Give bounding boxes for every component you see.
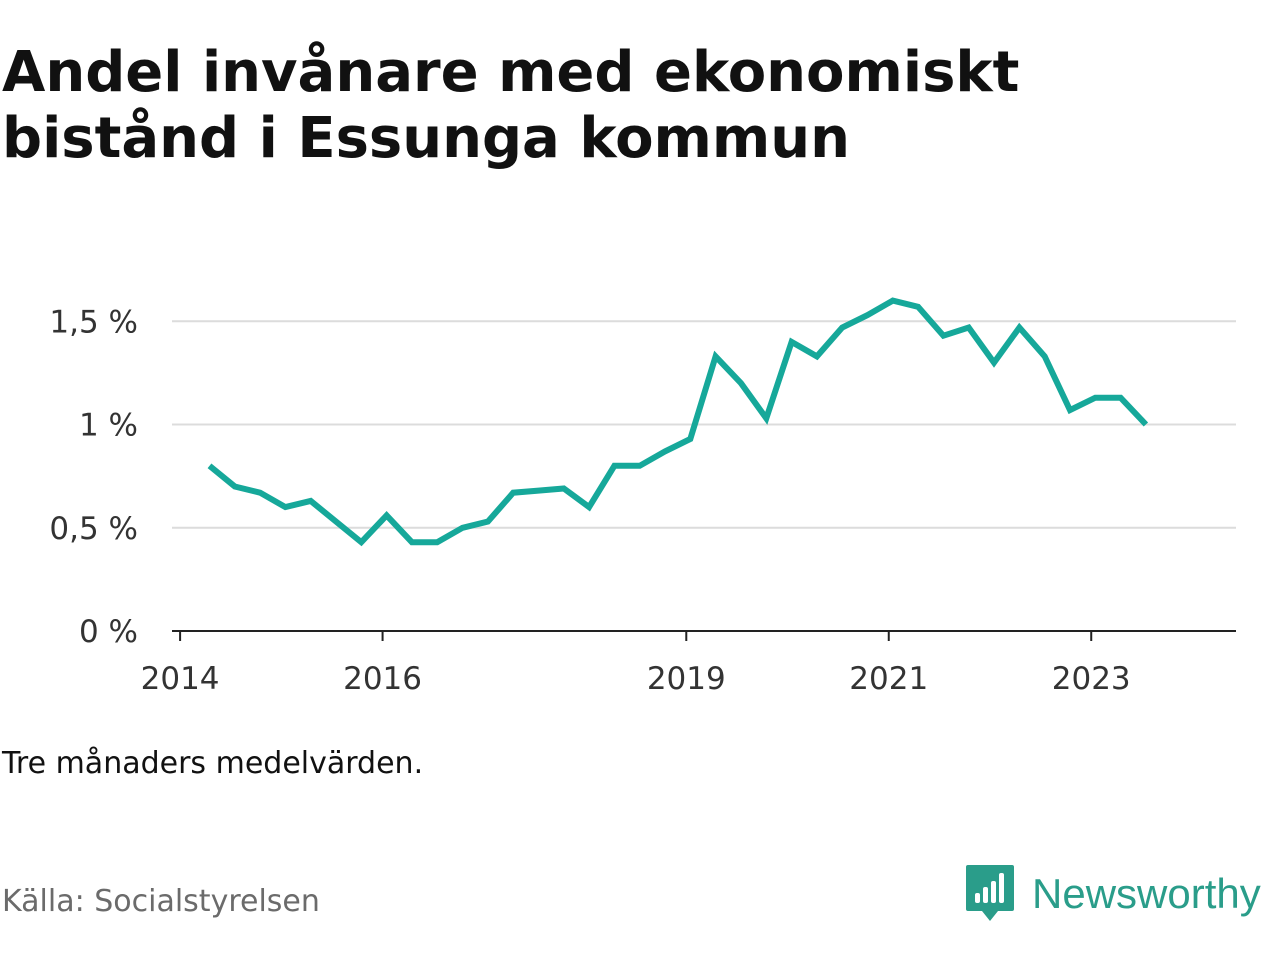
y-tick-label: 1,5 % — [49, 304, 138, 340]
chart-title-line-1: Andel invånare med ekonomiskt — [2, 40, 1020, 105]
y-tick-label: 0 % — [79, 614, 138, 650]
brand-name: Newsworthy — [1032, 870, 1261, 917]
newsworthy-logo-icon — [966, 865, 1014, 921]
x-tick-label: 2019 — [647, 661, 726, 697]
brand-logo: Newsworthy — [964, 862, 1261, 926]
y-tick-label: 0,5 % — [49, 511, 138, 547]
x-tick-label: 2016 — [343, 661, 422, 697]
source-text: Källa: Socialstyrelsen — [2, 884, 320, 919]
series-line — [207, 297, 1149, 547]
y-tick-label: 1 % — [79, 408, 138, 444]
line-chart: 0 % 0,5 % 1 % 1,5 % 2014 2016 2019 2021 2023 — [49, 297, 1236, 697]
x-tick-label: 2014 — [141, 661, 220, 697]
chart-note: Tre månaders medelvärden. — [2, 746, 424, 781]
x-tick-label: 2021 — [849, 661, 928, 697]
chart-title: Andel invånare med ekonomiskt bistånd i … — [2, 40, 1262, 172]
x-tick-label: 2023 — [1052, 661, 1131, 697]
chart-title-line-2: bistånd i Essunga kommun — [2, 106, 850, 171]
